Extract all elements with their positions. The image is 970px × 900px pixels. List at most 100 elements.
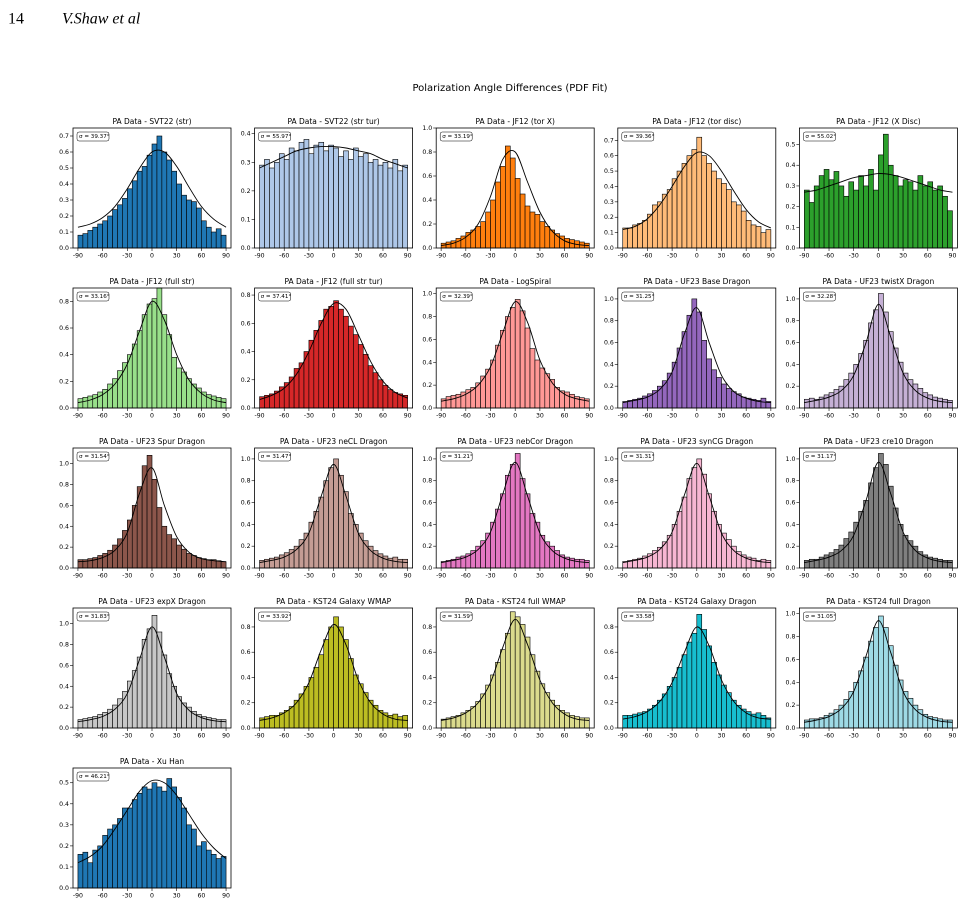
x-tick-label: 30 [536,733,544,740]
fit-curve [441,461,590,563]
bar [564,238,570,249]
bar [338,474,344,569]
fit-curve [804,173,953,193]
bar [823,554,830,569]
bar [283,710,290,729]
bar [828,179,835,249]
bar [868,169,874,249]
x-tick-label: 30 [173,733,181,740]
bar [711,662,717,729]
bar [740,210,747,249]
bar [215,858,222,889]
bar [156,135,163,249]
subplot: PA Data - KST24 full WMAP -90 -60 -30 0 30 60 9… [422,597,595,740]
x-tick-label: -30 [849,413,859,420]
x-tick-label: -30 [667,253,677,260]
y-tick-label: 0.0 [241,405,251,412]
bar [676,667,683,729]
bar [897,361,904,409]
x-tick-label: 90 [949,413,957,420]
bar [696,136,703,249]
bar [509,464,516,569]
x-tick-label: 90 [949,573,957,580]
y-tick-label: 0.2 [786,204,796,211]
x-tick-label: 90 [585,573,593,580]
sigma-annotation: σ = 39.37° [79,134,110,140]
y-tick-label: 0.4 [422,359,432,366]
bar [470,706,477,729]
sigma-annotation: σ = 31.47° [261,454,292,460]
bar [151,479,158,569]
x-tick-label: 0 [332,733,336,740]
bar [387,167,394,249]
bar [343,315,349,409]
bar [937,185,943,249]
bar [397,170,404,249]
y-tick-label: 1.0 [241,456,251,463]
bar [382,555,389,569]
fit-curve [259,463,408,563]
bar [82,397,89,409]
bar [514,453,521,569]
bar [681,496,688,569]
subplot: PA Data - JF12 (X Disc) -90 -60 -30 0 30 60 90 0… [786,117,958,260]
bar [823,394,830,409]
bar [760,715,767,729]
bar [947,719,953,729]
y-tick-label: 0.6 [422,500,432,507]
x-tick-label: 0 [150,733,154,740]
bar [676,347,683,409]
bar [534,214,541,249]
bar [171,786,177,889]
y-tick-label: 0.2 [786,383,796,390]
x-tick-label: -90 [799,413,809,420]
bar [269,167,275,249]
annotation-box [803,291,836,302]
subplot: PA Data - UF23 synCG Dragon -90 -60 -30 0 30 6… [604,437,777,580]
y-tick-label: 0.6 [422,649,432,656]
subplot: PA Data - JF12 (tor X) -90 -60 -30 0 30 60 90 0.… [422,117,595,260]
bar [647,213,653,249]
y-tick-label: 0.3 [59,197,69,204]
bar [151,298,158,409]
y-tick-label: 0.8 [422,314,432,321]
bar [377,164,384,249]
bar [176,544,182,569]
bar [318,320,325,409]
bar [176,797,182,889]
bar [731,545,737,569]
x-tick-label: 0 [695,413,699,420]
bar [666,189,673,249]
bar [313,510,320,569]
bar [711,369,717,409]
bar [838,185,845,249]
x-tick-label: 0 [876,253,880,260]
bar [166,534,173,569]
x-tick-label: -30 [485,573,495,580]
bar [716,178,722,249]
bar [141,465,148,569]
bar [883,133,889,249]
bar [264,159,270,249]
sigma-annotation: σ = 31.83° [79,614,110,620]
bar [509,611,516,729]
bar [201,841,207,889]
bar [706,493,712,569]
x-tick-label: 60 [924,573,932,580]
bar [524,493,531,569]
bar [278,153,285,249]
bar [858,670,864,729]
bar [156,507,163,569]
bar [283,159,290,249]
x-tick-label: -60 [279,413,289,420]
y-tick-label: 0.0 [604,565,614,572]
bar [87,395,94,409]
bar [171,538,177,569]
bar [392,159,399,249]
y-tick-label: 0.6 [604,153,614,160]
bar [161,654,168,729]
x-tick-label: 0 [876,413,880,420]
y-tick-label: 0.4 [422,521,432,528]
bar [500,649,506,729]
sigma-annotation: σ = 33.92° [261,614,292,620]
